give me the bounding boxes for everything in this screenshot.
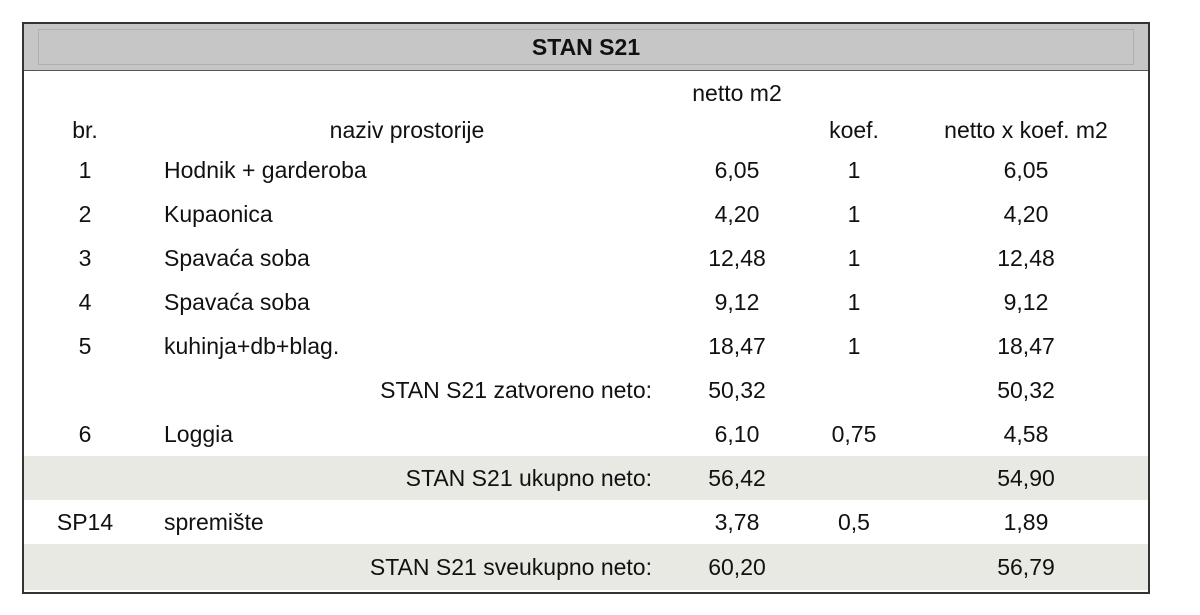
weighted-area: 1,89 — [1003, 509, 1049, 535]
table-row: 6 Loggia 0,75 6,10 4,58 — [24, 412, 1148, 456]
table-row: 3 Spavaća soba 1 12,48 12,48 — [24, 236, 1148, 280]
weighted-area: 56,79 — [997, 554, 1055, 580]
table-row: 5 kuhinja+db+blag. 1 18,47 18,47 — [24, 324, 1148, 368]
table-row: 2 Kupaonica 1 4,20 4,20 — [24, 192, 1148, 236]
row-number: 1 — [78, 157, 92, 183]
title-bar: STAN S21 — [24, 24, 1148, 71]
weighted-area: 18,47 — [997, 333, 1055, 359]
summary-label: STAN S21 sveukupno neto: — [369, 554, 652, 580]
coefficient: 1 — [847, 157, 861, 183]
net-area: 4,20 — [714, 201, 760, 227]
header-koef: koef. — [829, 117, 879, 143]
coefficient: 1 — [847, 201, 861, 227]
table-title: STAN S21 — [531, 34, 641, 60]
net-area: 50,32 — [708, 377, 766, 403]
header-naziv: naziv prostorije — [329, 117, 485, 143]
coefficient: 1 — [847, 333, 861, 359]
table-row: SP14 spremište 0,5 3,78 1,89 — [24, 500, 1148, 544]
row-number: 3 — [78, 245, 92, 271]
coefficient: 0,5 — [838, 509, 870, 535]
weighted-area: 9,12 — [1003, 289, 1049, 315]
net-area: 9,12 — [714, 289, 760, 315]
coefficient: 0,75 — [831, 421, 877, 447]
table-row: STAN S21 sveukupno neto: 60,20 56,79 — [24, 544, 1148, 590]
row-number: 4 — [78, 289, 92, 315]
room-name: Spavaća soba — [164, 245, 310, 271]
weighted-area: 12,48 — [997, 245, 1055, 271]
header-netto: netto m2 — [692, 80, 782, 106]
weighted-area: 50,32 — [997, 377, 1055, 403]
header-br: br. — [72, 117, 98, 143]
row-number: 2 — [78, 201, 92, 227]
net-area: 6,10 — [714, 421, 760, 447]
table-row: 4 Spavaća soba 1 9,12 9,12 — [24, 280, 1148, 324]
room-name: Spavaća soba — [164, 289, 310, 315]
table-row: 1 Hodnik + garderoba 1 6,05 6,05 — [24, 148, 1148, 192]
room-name: Kupaonica — [164, 201, 273, 227]
net-area: 60,20 — [708, 554, 766, 580]
table-row: STAN S21 ukupno neto: 56,42 54,90 — [24, 456, 1148, 500]
table: STAN S21 br. naziv prostorije netto m2 k… — [22, 22, 1150, 594]
table-row: STAN S21 zatvoreno neto: 50,32 50,32 — [24, 368, 1148, 412]
summary-label: STAN S21 zatvoreno neto: — [380, 377, 652, 403]
net-area: 12,48 — [708, 245, 766, 271]
net-area: 18,47 — [708, 333, 766, 359]
coefficient: 1 — [847, 289, 861, 315]
net-area: 6,05 — [714, 157, 760, 183]
room-name: Hodnik + garderoba — [164, 157, 367, 183]
weighted-area: 54,90 — [997, 465, 1055, 491]
weighted-area: 6,05 — [1003, 157, 1049, 183]
room-name: Loggia — [164, 421, 234, 447]
title-inner-border — [38, 29, 1134, 65]
summary-label: STAN S21 ukupno neto: — [405, 465, 652, 491]
coefficient: 1 — [847, 245, 861, 271]
net-area: 3,78 — [714, 509, 760, 535]
header-result: netto x koef. m2 — [944, 117, 1108, 143]
row-number: SP14 — [56, 509, 114, 535]
room-name: spremište — [164, 509, 264, 535]
row-number: 5 — [78, 333, 92, 359]
row-number: 6 — [78, 421, 92, 447]
weighted-area: 4,20 — [1003, 201, 1049, 227]
net-area: 56,42 — [708, 465, 766, 491]
room-name: kuhinja+db+blag. — [164, 333, 340, 359]
weighted-area: 4,58 — [1003, 421, 1049, 447]
